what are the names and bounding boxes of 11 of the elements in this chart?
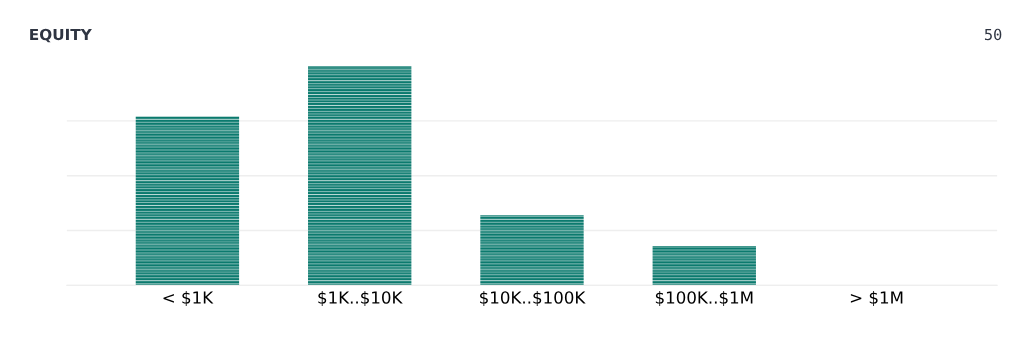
bar [652, 245, 756, 286]
x-tick-label: $100K..$1M [655, 290, 753, 307]
x-tick-label: < $1K [163, 290, 214, 307]
x-tick-label: $1K..$10K [318, 290, 403, 307]
x-tick-label: $10K..$100K [480, 290, 586, 307]
chart-title: EQUITY [30, 28, 92, 43]
bar [308, 66, 412, 286]
text: 50 [984, 28, 1002, 41]
bar [135, 116, 240, 286]
x-tick-label: > $1M [850, 290, 903, 307]
bar [480, 215, 584, 286]
